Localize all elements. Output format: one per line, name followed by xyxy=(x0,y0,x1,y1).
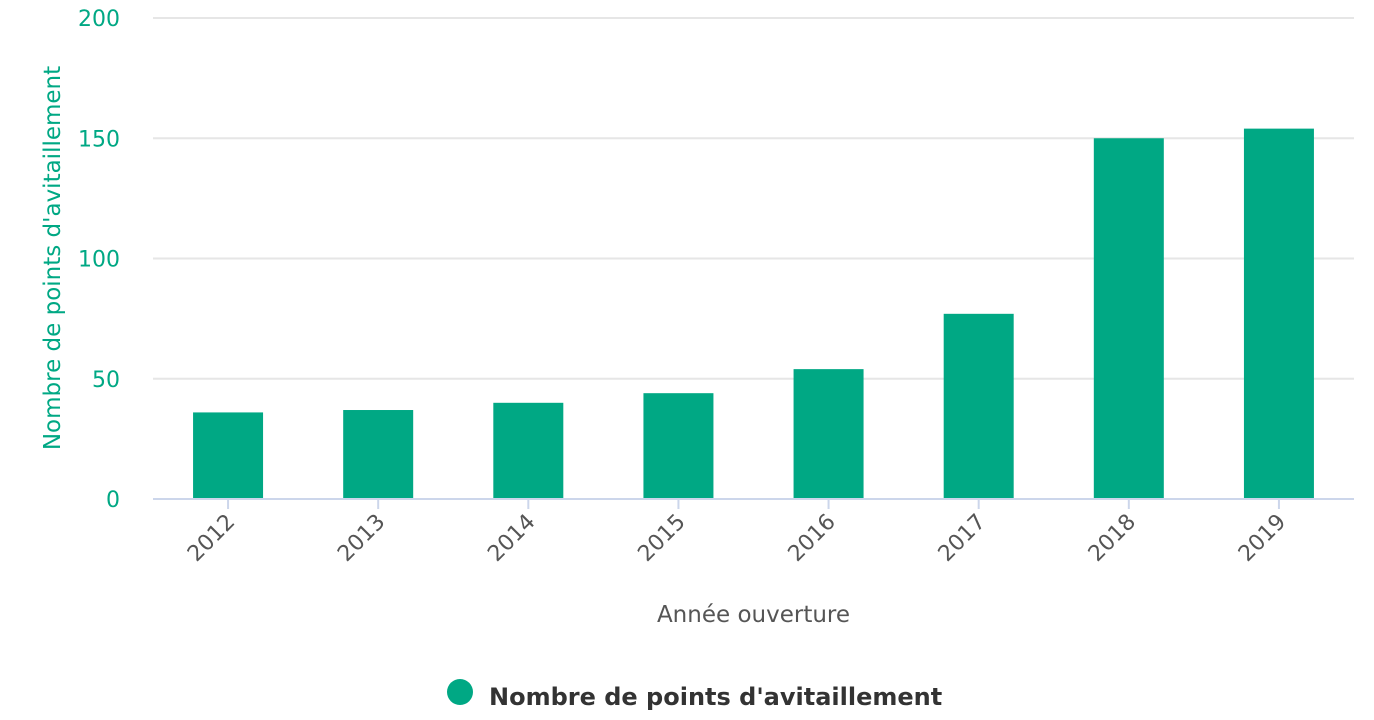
y-axis-title: Nombre de points d'avitaillement xyxy=(40,66,66,450)
bar[interactable] xyxy=(493,402,564,499)
bar[interactable] xyxy=(643,393,714,499)
bar[interactable] xyxy=(343,410,414,499)
x-axis-tick-labels: 2012 2013 2014 2015 2016 2017 2018 2019 xyxy=(183,510,1291,567)
legend-item-label[interactable]: Nombre de points d'avitaillement xyxy=(489,683,942,711)
x-axis-ticks xyxy=(227,499,1280,509)
y-tick-label: 0 xyxy=(106,488,120,513)
bar-series[interactable] xyxy=(193,128,1314,499)
x-tick-label: 2014 xyxy=(483,510,540,567)
x-tick-label: 2016 xyxy=(784,510,841,567)
x-tick-label: 2018 xyxy=(1084,510,1141,567)
bar[interactable] xyxy=(1093,138,1164,499)
y-tick-label: 50 xyxy=(92,368,120,393)
x-tick-label: 2019 xyxy=(1234,510,1291,567)
y-axis-tick-labels: 0 50 100 150 200 xyxy=(78,7,120,513)
x-tick-label: 2013 xyxy=(333,510,390,567)
x-tick-label: 2017 xyxy=(934,510,991,567)
bar[interactable] xyxy=(1243,128,1314,499)
bar[interactable] xyxy=(943,313,1014,499)
x-tick-label: 2015 xyxy=(633,510,690,567)
x-tick-label: 2012 xyxy=(183,510,240,567)
y-tick-label: 200 xyxy=(78,7,120,32)
legend-marker-icon xyxy=(447,679,473,705)
legend[interactable]: Nombre de points d'avitaillement xyxy=(447,679,942,711)
y-tick-label: 100 xyxy=(78,248,120,273)
bar[interactable] xyxy=(193,412,264,499)
gridlines xyxy=(153,17,1354,380)
bar[interactable] xyxy=(793,369,864,499)
y-tick-label: 150 xyxy=(78,127,120,152)
x-axis-title: Année ouverture xyxy=(657,602,850,628)
